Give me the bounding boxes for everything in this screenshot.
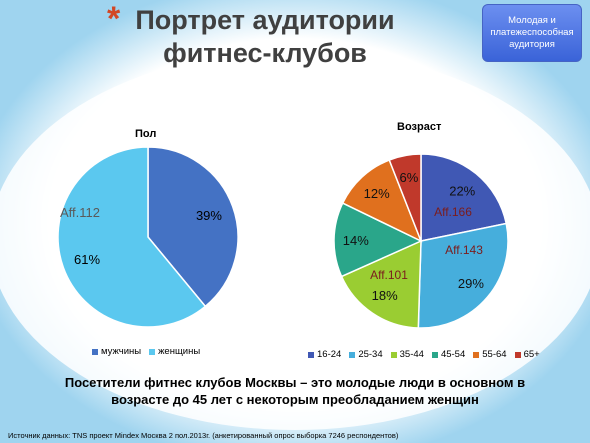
- pie0-annotation-0: Aff.112: [60, 205, 100, 220]
- pie1-data-label-0: 22%: [449, 183, 475, 198]
- pie1-annotation-2: Aff.101: [370, 268, 408, 282]
- pie1-legend-swatch-3: [431, 351, 438, 358]
- pie1-legend-item-5: 65+: [514, 349, 540, 360]
- pie1-legend-label-0: 16-24: [317, 349, 342, 360]
- pie0-legend-label-0: мужчины: [101, 346, 142, 357]
- pie1-slice-5: [388, 153, 422, 242]
- pie1-legend-label-3: 45-54: [440, 349, 466, 360]
- pie1-legend-swatch-2: [390, 351, 397, 358]
- source-note: Источник данных: TNS проект Mindex Москв…: [8, 431, 399, 440]
- pie1-data-label-3: 14%: [343, 233, 369, 248]
- note-badge: Молодая и платежеспособная аудитория: [482, 4, 582, 62]
- pie1-legend-label-4: 55-64: [482, 349, 507, 360]
- pie1-legend-swatch-1: [349, 351, 356, 358]
- pie1-slice-3: [333, 202, 423, 278]
- pie0-slice-0: [147, 146, 239, 308]
- gender-legend: мужчины женщины: [92, 346, 208, 357]
- page-title: Портрет аудитории фитнес-клубов: [135, 5, 395, 68]
- pie1-legend-item-0: 16-24: [308, 349, 341, 360]
- gender-chart-title: Пол: [135, 128, 157, 140]
- pie0-legend-item-1: женщины: [149, 346, 200, 357]
- pie0-legend-swatch-0: [92, 348, 98, 355]
- pie1-annotation-0: Aff.166: [434, 205, 472, 219]
- age-chart-title: Возраст: [397, 121, 442, 133]
- pie1-data-label-2: 18%: [372, 288, 398, 303]
- pie1-slice-2: [340, 239, 422, 329]
- pie1-slice-0: [420, 153, 508, 242]
- pie1-legend-label-5: 65+: [523, 349, 540, 360]
- pie1-legend-item-2: 35-44: [390, 349, 424, 360]
- pie1-legend-label-1: 25-34: [358, 349, 383, 360]
- pie1-slice-4: [341, 159, 423, 243]
- title-star: *: [107, 0, 121, 38]
- pie0-slice-1: [57, 146, 207, 328]
- pie1-slice-1: [417, 222, 509, 329]
- pie1-legend-item-3: 45-54: [431, 349, 466, 360]
- pie1-legend-label-2: 35-44: [399, 349, 424, 360]
- pie1-data-label-5: 6%: [399, 170, 418, 185]
- pie1-legend-swatch-0: [308, 351, 314, 358]
- age-legend: 16-24 25-34 35-44 45-54 55-64 65+: [308, 349, 548, 360]
- pie0-legend-swatch-1: [149, 348, 156, 355]
- pie0-data-label-0: 39%: [196, 208, 222, 223]
- pie0-legend-item-0: мужчины: [92, 346, 141, 357]
- pie1-data-label-4: 12%: [364, 186, 390, 201]
- pie0-data-label-1: 61%: [74, 252, 100, 267]
- pie1-legend-item-1: 25-34: [349, 349, 383, 360]
- caption-text: Посетители фитнес клубов Москвы – это мо…: [64, 375, 526, 407]
- pie1-annotation-1: Aff.143: [445, 243, 483, 257]
- pie1-data-label-1: 29%: [458, 276, 484, 291]
- pie1-legend-item-4: 55-64: [473, 349, 507, 360]
- pie0-legend-label-1: женщины: [158, 346, 201, 357]
- pie1-legend-swatch-4: [473, 351, 480, 358]
- pie1-legend-swatch-5: [514, 351, 521, 358]
